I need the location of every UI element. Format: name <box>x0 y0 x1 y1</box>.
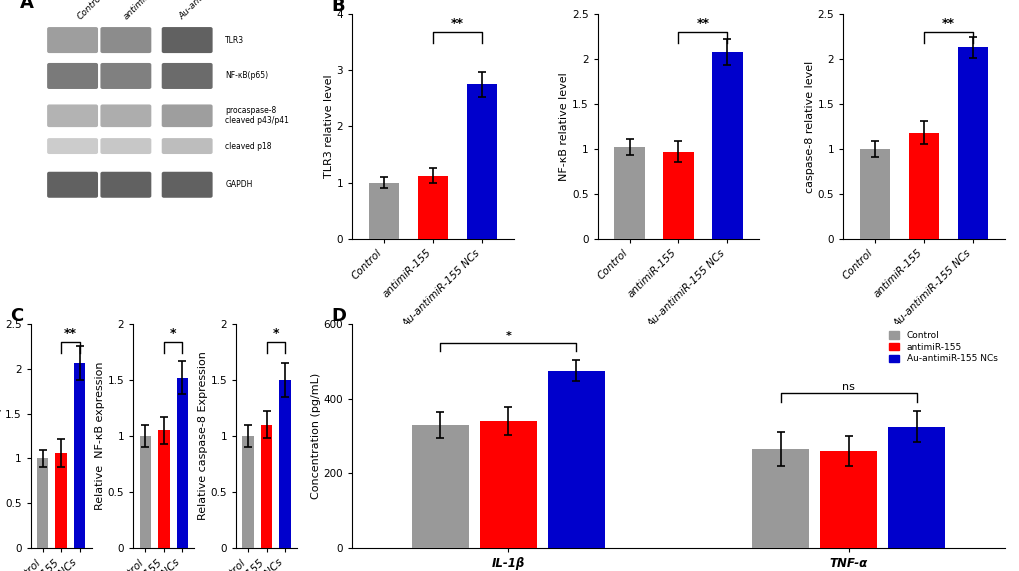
FancyBboxPatch shape <box>100 27 151 53</box>
Bar <box>467 85 496 239</box>
Bar <box>279 380 290 548</box>
Bar <box>261 425 272 548</box>
Bar <box>412 425 468 548</box>
Y-axis label: Concentration (pg/mL): Concentration (pg/mL) <box>311 373 321 499</box>
Text: **: ** <box>696 17 709 30</box>
Text: *: * <box>170 327 176 340</box>
Y-axis label: NF-κB relative level: NF-κB relative level <box>558 72 569 181</box>
FancyBboxPatch shape <box>162 27 212 53</box>
Bar <box>37 459 48 548</box>
Text: antimiR-155: antimiR-155 <box>121 0 166 21</box>
Y-axis label: caspase-8 relative level: caspase-8 relative level <box>804 61 814 192</box>
Bar <box>888 427 945 548</box>
Text: *: * <box>272 327 279 340</box>
Text: C: C <box>10 307 23 325</box>
FancyBboxPatch shape <box>47 104 98 127</box>
Text: procaspase-8
cleaved p43/p41: procaspase-8 cleaved p43/p41 <box>225 106 288 126</box>
Y-axis label: Relative  TLR3 expression: Relative TLR3 expression <box>0 364 2 508</box>
Bar <box>369 183 398 239</box>
Bar <box>158 431 169 548</box>
Bar <box>73 363 86 548</box>
Bar <box>859 149 890 239</box>
Bar <box>243 436 254 548</box>
Bar <box>547 371 604 548</box>
Text: B: B <box>331 0 345 15</box>
Text: **: ** <box>941 17 954 30</box>
Bar <box>711 52 742 239</box>
Text: GAPDH: GAPDH <box>225 180 253 189</box>
Text: cleaved p18: cleaved p18 <box>225 142 271 151</box>
Bar <box>751 449 808 548</box>
Y-axis label: Relative caspase-8 Expression: Relative caspase-8 Expression <box>198 352 207 520</box>
Text: Au-antimiR-155 NCs: Au-antimiR-155 NCs <box>177 0 248 21</box>
Bar <box>662 151 693 239</box>
FancyBboxPatch shape <box>100 104 151 127</box>
Bar <box>613 147 644 239</box>
FancyBboxPatch shape <box>47 172 98 198</box>
FancyBboxPatch shape <box>47 63 98 89</box>
Bar <box>819 451 876 548</box>
FancyBboxPatch shape <box>100 138 151 154</box>
Bar <box>957 47 987 239</box>
Text: NF-κB(p65): NF-κB(p65) <box>225 71 268 81</box>
Text: A: A <box>20 0 34 11</box>
Text: **: ** <box>450 17 464 30</box>
Text: **: ** <box>64 327 76 340</box>
FancyBboxPatch shape <box>162 63 212 89</box>
FancyBboxPatch shape <box>100 172 151 198</box>
FancyBboxPatch shape <box>162 172 212 198</box>
Bar <box>418 176 447 239</box>
Y-axis label: Relative  NF-κB expression: Relative NF-κB expression <box>95 362 105 510</box>
Text: ns: ns <box>842 381 854 392</box>
Bar <box>908 132 938 239</box>
FancyBboxPatch shape <box>162 138 212 154</box>
Text: TLR3: TLR3 <box>225 35 244 45</box>
FancyBboxPatch shape <box>47 138 98 154</box>
Text: Control: Control <box>75 0 105 21</box>
Bar <box>479 421 536 548</box>
Text: *: * <box>504 331 511 341</box>
Bar <box>140 436 151 548</box>
Text: D: D <box>331 307 346 325</box>
FancyBboxPatch shape <box>162 104 212 127</box>
Legend: Control, antimiR-155, Au-antimiR-155 NCs: Control, antimiR-155, Au-antimiR-155 NCs <box>884 328 1000 366</box>
FancyBboxPatch shape <box>47 27 98 53</box>
FancyBboxPatch shape <box>100 63 151 89</box>
Bar <box>55 453 67 548</box>
Y-axis label: TLR3 relative level: TLR3 relative level <box>323 75 333 178</box>
Bar <box>176 377 187 548</box>
